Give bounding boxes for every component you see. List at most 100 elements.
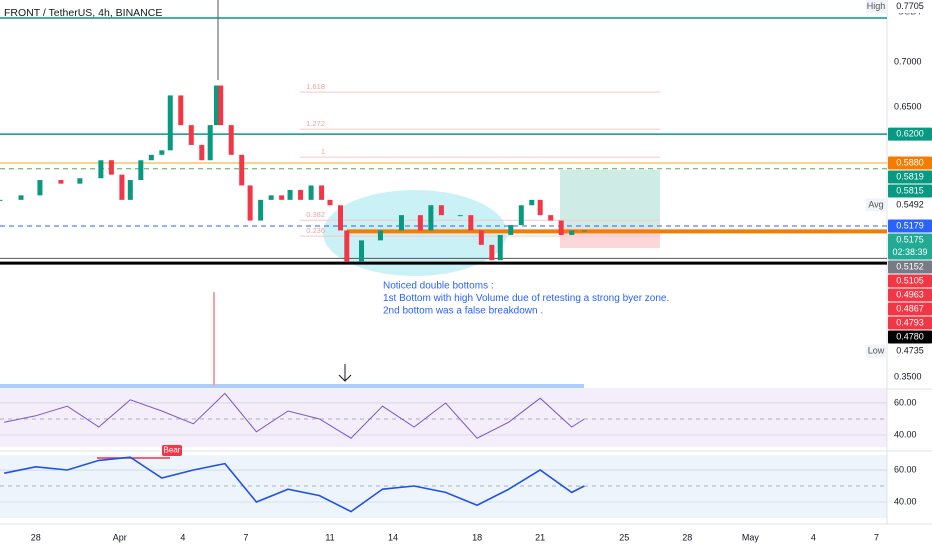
rsi-line bbox=[4, 456, 585, 513]
x-tick-label: 4 bbox=[811, 532, 816, 542]
price-label-box bbox=[888, 184, 932, 198]
price-tag: Low bbox=[868, 345, 885, 355]
candle bbox=[108, 160, 114, 175]
price-label-box bbox=[888, 198, 932, 212]
candle bbox=[98, 160, 104, 179]
price-label: 0.5179 bbox=[896, 220, 924, 230]
price-label-box bbox=[888, 0, 932, 13]
y-tick-label: 40.00 bbox=[894, 429, 917, 439]
price-label-box bbox=[888, 260, 932, 274]
candle bbox=[558, 220, 564, 235]
y-tick-label: 0.6500 bbox=[894, 102, 922, 112]
candle bbox=[213, 85, 219, 126]
candle bbox=[279, 195, 285, 200]
target-zone bbox=[560, 170, 660, 228]
tag-label: Bear bbox=[164, 446, 181, 455]
candle bbox=[338, 205, 344, 231]
x-tick-label: 4 bbox=[180, 532, 185, 542]
price-label: 0.4793 bbox=[896, 317, 924, 327]
price-label: 0.5880 bbox=[896, 157, 924, 167]
candle bbox=[287, 189, 293, 200]
chart-title: FRONT / TetherUS, 4h, BINANCE bbox=[4, 7, 162, 19]
price-label: 0.5492 bbox=[896, 199, 924, 209]
x-tick-label: 28 bbox=[682, 532, 692, 542]
fib-label: 0.236 bbox=[306, 226, 325, 235]
fib-label: 0.382 bbox=[306, 210, 325, 219]
candle bbox=[159, 150, 165, 155]
y-tick-label: 40.00 bbox=[894, 496, 917, 506]
x-tick-label: 7 bbox=[243, 532, 248, 542]
candle bbox=[344, 230, 350, 262]
candle bbox=[438, 205, 444, 216]
price-label-box bbox=[888, 233, 932, 260]
candle bbox=[569, 230, 575, 235]
price-tag-box bbox=[866, 0, 887, 13]
y-tick-label: 0.3500 bbox=[894, 372, 922, 382]
candle bbox=[537, 199, 543, 216]
candle bbox=[508, 225, 514, 235]
candle bbox=[548, 215, 554, 221]
candle bbox=[199, 144, 205, 161]
price-label-box bbox=[888, 274, 932, 288]
price-label-box bbox=[888, 302, 932, 316]
price-label: 0.4780 bbox=[896, 331, 924, 341]
price-label: 0.4867 bbox=[896, 303, 924, 313]
candle bbox=[37, 180, 43, 196]
candle bbox=[529, 199, 535, 206]
volume-band bbox=[0, 384, 584, 388]
candle bbox=[298, 189, 304, 200]
candle bbox=[148, 154, 154, 161]
candle bbox=[308, 185, 314, 200]
countdown: 02:38:39 bbox=[892, 247, 927, 257]
candle bbox=[228, 125, 234, 155]
annotation: 1st Bottom with high Volume due of retes… bbox=[383, 293, 669, 304]
x-tick-label: 18 bbox=[472, 532, 482, 542]
candle bbox=[258, 199, 264, 221]
candle bbox=[167, 95, 173, 151]
price-label: 0.5819 bbox=[896, 171, 924, 181]
y-tick-label: 0.7000 bbox=[894, 56, 922, 66]
candle bbox=[0, 199, 3, 201]
tag-box bbox=[162, 445, 182, 456]
candle bbox=[77, 178, 83, 184]
fib-label: 1.272 bbox=[306, 119, 325, 128]
candle bbox=[239, 154, 245, 186]
candle bbox=[127, 180, 133, 200]
price-label: 0.5815 bbox=[896, 185, 924, 195]
price-label: 0.5105 bbox=[896, 275, 924, 285]
y-tick-label: 60.00 bbox=[894, 464, 917, 474]
price-label-box bbox=[888, 288, 932, 302]
rsi-line bbox=[4, 392, 585, 439]
price-label: 0.4963 bbox=[896, 289, 924, 299]
candle bbox=[398, 215, 404, 231]
candle bbox=[359, 240, 365, 262]
price-label: 0.4735 bbox=[896, 345, 924, 355]
price-label: 0.5152 bbox=[896, 261, 924, 271]
candle bbox=[428, 205, 434, 231]
candle bbox=[489, 244, 495, 261]
candle bbox=[377, 230, 383, 241]
annotation: Noticed double bottoms : bbox=[383, 281, 494, 292]
price-label-box bbox=[888, 127, 932, 141]
candle bbox=[417, 215, 423, 231]
x-tick-label: Apr bbox=[113, 532, 127, 542]
candle bbox=[138, 160, 144, 181]
y-tick-label: 60.00 bbox=[894, 397, 917, 407]
x-tick-label: 14 bbox=[388, 532, 398, 542]
price-label: 0.5175 bbox=[896, 234, 924, 244]
price-tag: Avg bbox=[868, 199, 883, 209]
candle bbox=[319, 185, 325, 200]
candle bbox=[188, 125, 194, 145]
x-tick-label: 28 bbox=[31, 532, 41, 542]
candle bbox=[497, 234, 503, 261]
candle bbox=[18, 195, 24, 200]
rsi-pane-1 bbox=[0, 390, 887, 447]
price-label-box bbox=[888, 170, 932, 184]
candle bbox=[457, 215, 463, 217]
candle bbox=[518, 205, 524, 226]
price-tag: High bbox=[867, 1, 886, 11]
candle bbox=[247, 185, 253, 221]
price-label-box bbox=[888, 330, 932, 344]
arrow-down bbox=[338, 364, 352, 382]
